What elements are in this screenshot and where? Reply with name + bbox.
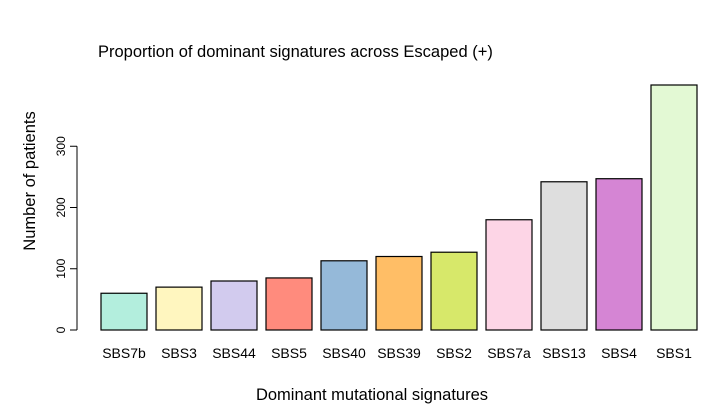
chart-title: Proportion of dominant signatures across… [98, 43, 493, 61]
x-tick-labels: SBS7b SBS3 SBS44 SBS5 SBS40 SBS39 SBS2 SBS7a SBS… [102, 345, 692, 361]
x-tick-label-sbs13: SBS13 [542, 345, 586, 361]
x-tick-label-sbs3: SBS3 [161, 345, 197, 361]
bar-sbs2 [430, 251, 478, 331]
x-tick-label-sbs2: SBS2 [436, 345, 472, 361]
x-tick-label-sbs4: SBS4 [601, 345, 637, 361]
x-tick-label-sbs5: SBS5 [271, 345, 307, 361]
bar-sbs4 [595, 178, 643, 331]
x-tick-label-sbs44: SBS44 [212, 345, 256, 361]
bar-sbs7a [485, 219, 533, 331]
y-axis-label: Number of patients [21, 111, 39, 250]
bar-sbs1 [650, 84, 698, 331]
bar-sbs3 [155, 286, 203, 331]
bars-group [100, 84, 698, 331]
x-tick-label-sbs7b: SBS7b [102, 345, 146, 361]
y-tick-label-100: 100 [54, 258, 68, 278]
x-tick-label-sbs7a: SBS7a [487, 345, 531, 361]
y-tick-label-200: 200 [54, 197, 68, 217]
y-axis: 0 100 200 300 [54, 136, 78, 333]
x-axis-label: Dominant mutational signatures [256, 386, 488, 404]
x-tick-label-sbs40: SBS40 [322, 345, 366, 361]
bar-sbs7b [100, 292, 148, 331]
y-tick-label-300: 300 [54, 136, 68, 156]
bar-sbs39 [375, 255, 423, 331]
x-tick-label-sbs39: SBS39 [377, 345, 421, 361]
y-tick-label-0: 0 [54, 326, 68, 333]
bar-sbs5 [265, 277, 313, 331]
x-tick-label-sbs1: SBS1 [656, 345, 692, 361]
bar-sbs13 [540, 181, 588, 331]
bar-sbs44 [210, 280, 258, 331]
bar-sbs40 [320, 260, 368, 331]
